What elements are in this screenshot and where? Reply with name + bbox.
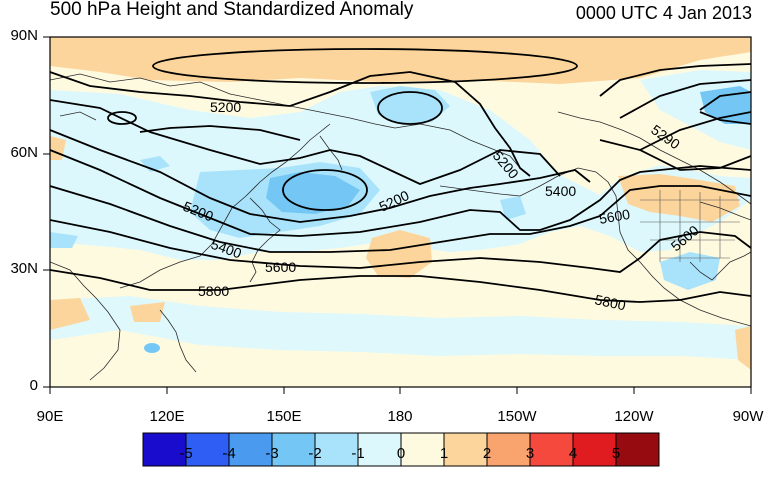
- colorbar-tick: -4: [222, 445, 236, 462]
- colorbar-tick: 0: [396, 445, 406, 462]
- lon-label-90w: 90W: [732, 408, 764, 425]
- colorbar-tick: 3: [525, 445, 535, 462]
- colorbar-tick: 2: [482, 445, 492, 462]
- lat-label-60n: 60N: [10, 144, 38, 161]
- lon-label-150w: 150W: [497, 408, 537, 425]
- colorbar-tick: 1: [439, 445, 449, 462]
- map-title: 500 hPa Height and Standardized Anomaly: [50, 0, 414, 20]
- height-contours: [50, 48, 751, 303]
- colorbar: [142, 432, 660, 467]
- contour-label: 5800: [198, 283, 229, 299]
- colorbar-tick: -3: [265, 445, 279, 462]
- lat-label-0: 0: [29, 377, 38, 394]
- colorbar-tick: -1: [351, 445, 365, 462]
- contour-label: 5400: [545, 183, 576, 199]
- lat-label-30n: 30N: [10, 260, 38, 277]
- coastlines: [50, 73, 751, 381]
- colorbar-tick: -5: [179, 445, 193, 462]
- contour-label: 5800: [593, 291, 627, 313]
- lon-label-120w: 120W: [614, 408, 654, 425]
- contour-label: 5200: [210, 99, 241, 115]
- lon-label-150e: 150E: [266, 408, 302, 425]
- state-borders: [640, 190, 740, 262]
- lat-label-90n: 90N: [10, 27, 38, 44]
- colorbar-tick: 4: [568, 445, 578, 462]
- colorbar-tick: -2: [308, 445, 322, 462]
- valid-time-label: 0000 UTC 4 Jan 2013: [575, 3, 752, 23]
- lon-label-90e: 90E: [36, 408, 64, 425]
- contour-label: 5600: [598, 206, 632, 227]
- axis-ticks: [43, 36, 752, 394]
- colorbar-tick: 5: [611, 445, 621, 462]
- lon-label-180: 180: [387, 408, 413, 425]
- contour-label: 5600: [265, 259, 296, 275]
- lon-label-120e: 120E: [149, 408, 185, 425]
